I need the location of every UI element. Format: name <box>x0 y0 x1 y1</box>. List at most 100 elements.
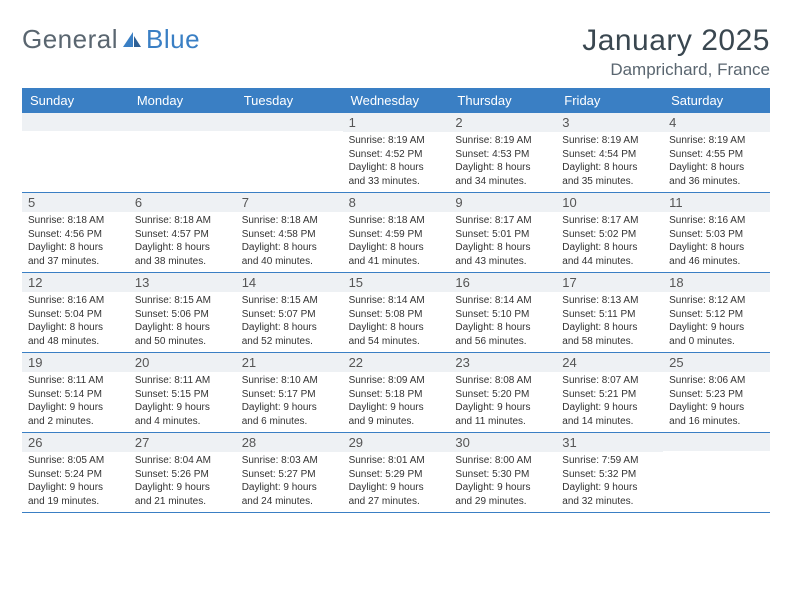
day-details: Sunrise: 8:16 AMSunset: 5:04 PMDaylight:… <box>22 292 129 352</box>
sunset-line: Sunset: 5:27 PM <box>242 468 337 482</box>
daylight-line: Daylight: 9 hours <box>242 481 337 495</box>
calendar-body: 1Sunrise: 8:19 AMSunset: 4:52 PMDaylight… <box>22 113 770 513</box>
daylight-line: Daylight: 8 hours <box>349 161 444 175</box>
day-details: Sunrise: 8:10 AMSunset: 5:17 PMDaylight:… <box>236 372 343 432</box>
daylight-line2: and 34 minutes. <box>455 175 550 189</box>
calendar-day: 8Sunrise: 8:18 AMSunset: 4:59 PMDaylight… <box>343 193 450 272</box>
day-number: 14 <box>236 273 343 292</box>
day-details: Sunrise: 8:19 AMSunset: 4:54 PMDaylight:… <box>556 132 663 192</box>
day-details: Sunrise: 8:14 AMSunset: 5:10 PMDaylight:… <box>449 292 556 352</box>
calendar-day-empty <box>129 113 236 192</box>
day-number: 15 <box>343 273 450 292</box>
daylight-line2: and 24 minutes. <box>242 495 337 509</box>
sunset-line: Sunset: 5:29 PM <box>349 468 444 482</box>
calendar-day: 31Sunrise: 7:59 AMSunset: 5:32 PMDayligh… <box>556 433 663 512</box>
daylight-line: Daylight: 9 hours <box>562 481 657 495</box>
month-title: January 2025 <box>582 24 770 58</box>
day-number: 28 <box>236 433 343 452</box>
day-number <box>129 113 236 131</box>
sunset-line: Sunset: 4:57 PM <box>135 228 230 242</box>
sunrise-line: Sunrise: 8:13 AM <box>562 294 657 308</box>
day-number: 9 <box>449 193 556 212</box>
daylight-line2: and 37 minutes. <box>28 255 123 269</box>
day-number: 24 <box>556 353 663 372</box>
day-number: 1 <box>343 113 450 132</box>
calendar-day: 23Sunrise: 8:08 AMSunset: 5:20 PMDayligh… <box>449 353 556 432</box>
location: Damprichard, France <box>582 60 770 80</box>
sunrise-line: Sunrise: 8:00 AM <box>455 454 550 468</box>
sunrise-line: Sunrise: 8:14 AM <box>349 294 444 308</box>
day-details: Sunrise: 8:17 AMSunset: 5:02 PMDaylight:… <box>556 212 663 272</box>
sunrise-line: Sunrise: 8:18 AM <box>349 214 444 228</box>
day-number: 11 <box>663 193 770 212</box>
daylight-line: Daylight: 9 hours <box>28 401 123 415</box>
daylight-line2: and 4 minutes. <box>135 415 230 429</box>
day-details: Sunrise: 8:14 AMSunset: 5:08 PMDaylight:… <box>343 292 450 352</box>
sunset-line: Sunset: 5:02 PM <box>562 228 657 242</box>
day-details <box>22 131 129 187</box>
weekday-header: Saturday <box>663 88 770 113</box>
calendar: SundayMondayTuesdayWednesdayThursdayFrid… <box>22 88 770 513</box>
sunrise-line: Sunrise: 8:03 AM <box>242 454 337 468</box>
sunrise-line: Sunrise: 8:12 AM <box>669 294 764 308</box>
calendar-day: 3Sunrise: 8:19 AMSunset: 4:54 PMDaylight… <box>556 113 663 192</box>
daylight-line: Daylight: 8 hours <box>135 321 230 335</box>
day-details: Sunrise: 8:19 AMSunset: 4:55 PMDaylight:… <box>663 132 770 192</box>
sunset-line: Sunset: 4:56 PM <box>28 228 123 242</box>
sunset-line: Sunset: 5:26 PM <box>135 468 230 482</box>
sunrise-line: Sunrise: 8:17 AM <box>455 214 550 228</box>
calendar-header-row: SundayMondayTuesdayWednesdayThursdayFrid… <box>22 88 770 113</box>
day-number: 26 <box>22 433 129 452</box>
sunset-line: Sunset: 4:53 PM <box>455 148 550 162</box>
day-number <box>663 433 770 451</box>
calendar-day: 16Sunrise: 8:14 AMSunset: 5:10 PMDayligh… <box>449 273 556 352</box>
day-details: Sunrise: 8:18 AMSunset: 4:59 PMDaylight:… <box>343 212 450 272</box>
calendar-day: 17Sunrise: 8:13 AMSunset: 5:11 PMDayligh… <box>556 273 663 352</box>
daylight-line: Daylight: 8 hours <box>455 241 550 255</box>
sunrise-line: Sunrise: 8:18 AM <box>28 214 123 228</box>
daylight-line2: and 36 minutes. <box>669 175 764 189</box>
sunrise-line: Sunrise: 8:18 AM <box>135 214 230 228</box>
day-details: Sunrise: 8:16 AMSunset: 5:03 PMDaylight:… <box>663 212 770 272</box>
daylight-line: Daylight: 9 hours <box>349 401 444 415</box>
calendar-day: 12Sunrise: 8:16 AMSunset: 5:04 PMDayligh… <box>22 273 129 352</box>
daylight-line: Daylight: 8 hours <box>562 161 657 175</box>
sunrise-line: Sunrise: 8:11 AM <box>135 374 230 388</box>
daylight-line: Daylight: 8 hours <box>135 241 230 255</box>
daylight-line: Daylight: 8 hours <box>669 241 764 255</box>
day-details: Sunrise: 8:18 AMSunset: 4:57 PMDaylight:… <box>129 212 236 272</box>
day-details: Sunrise: 8:01 AMSunset: 5:29 PMDaylight:… <box>343 452 450 512</box>
daylight-line: Daylight: 9 hours <box>349 481 444 495</box>
daylight-line2: and 54 minutes. <box>349 335 444 349</box>
day-number <box>22 113 129 131</box>
sunrise-line: Sunrise: 8:19 AM <box>562 134 657 148</box>
sunset-line: Sunset: 5:32 PM <box>562 468 657 482</box>
brand-part2: Blue <box>146 24 200 55</box>
daylight-line2: and 19 minutes. <box>28 495 123 509</box>
calendar-day: 13Sunrise: 8:15 AMSunset: 5:06 PMDayligh… <box>129 273 236 352</box>
sunrise-line: Sunrise: 8:19 AM <box>669 134 764 148</box>
calendar-day: 25Sunrise: 8:06 AMSunset: 5:23 PMDayligh… <box>663 353 770 432</box>
day-number: 5 <box>22 193 129 212</box>
calendar-day: 21Sunrise: 8:10 AMSunset: 5:17 PMDayligh… <box>236 353 343 432</box>
sunrise-line: Sunrise: 8:07 AM <box>562 374 657 388</box>
sunset-line: Sunset: 5:30 PM <box>455 468 550 482</box>
daylight-line2: and 2 minutes. <box>28 415 123 429</box>
daylight-line2: and 9 minutes. <box>349 415 444 429</box>
day-details: Sunrise: 8:08 AMSunset: 5:20 PMDaylight:… <box>449 372 556 432</box>
calendar-day: 30Sunrise: 8:00 AMSunset: 5:30 PMDayligh… <box>449 433 556 512</box>
sunset-line: Sunset: 5:12 PM <box>669 308 764 322</box>
day-number: 16 <box>449 273 556 292</box>
sunset-line: Sunset: 5:08 PM <box>349 308 444 322</box>
calendar-day: 26Sunrise: 8:05 AMSunset: 5:24 PMDayligh… <box>22 433 129 512</box>
calendar-day: 20Sunrise: 8:11 AMSunset: 5:15 PMDayligh… <box>129 353 236 432</box>
sunset-line: Sunset: 5:24 PM <box>28 468 123 482</box>
day-number: 12 <box>22 273 129 292</box>
day-details: Sunrise: 8:19 AMSunset: 4:53 PMDaylight:… <box>449 132 556 192</box>
daylight-line: Daylight: 9 hours <box>135 401 230 415</box>
sunset-line: Sunset: 4:58 PM <box>242 228 337 242</box>
sunset-line: Sunset: 4:54 PM <box>562 148 657 162</box>
sunset-line: Sunset: 5:04 PM <box>28 308 123 322</box>
weekday-header: Wednesday <box>343 88 450 113</box>
weekday-header: Tuesday <box>236 88 343 113</box>
